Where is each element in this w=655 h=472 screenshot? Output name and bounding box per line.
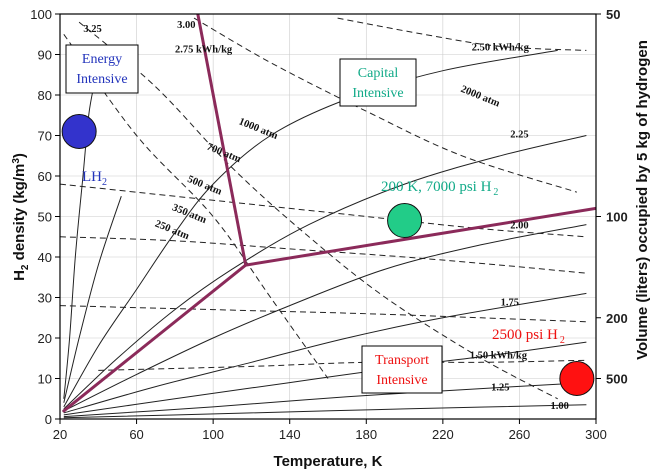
isobar-label-4: 500 atm (186, 174, 224, 198)
energy-contour-3 (193, 17, 578, 193)
isobar-label-5: 350 atm (171, 202, 209, 226)
x-tick-label: 300 (585, 427, 607, 442)
y-tick-label: 90 (38, 48, 52, 63)
isobar-line-8 (63, 382, 587, 418)
y-axis-title: H2 density (kg/m3) (11, 153, 31, 281)
y-axis-ticks: 0 10 20 30 40 50 60 70 80 90 100 (30, 7, 60, 427)
energy-contour-4 (337, 17, 587, 51)
energy-label-9: 1.25 (491, 383, 509, 394)
right-tick-label: 100 (606, 210, 628, 225)
capital-intensive-box: Capital Intensive (339, 58, 417, 107)
capital-intensive-line1: Capital (358, 66, 399, 81)
boundary-line-3 (244, 206, 596, 267)
isobar-line-7 (63, 341, 587, 416)
lh2-label: LH2 (82, 169, 107, 188)
transport-intensive-line1: Transport (375, 353, 429, 368)
x-tick-label: 60 (129, 427, 143, 442)
y-tick-label: 50 (38, 210, 52, 225)
isobar-line-4 (63, 135, 587, 410)
energy-label-6: 2.00 (510, 221, 528, 232)
lh2-marker (61, 113, 97, 149)
transport-intensive-line2: Intensive (376, 373, 427, 388)
y-tick-label: 0 (45, 412, 52, 427)
isobar-line-2 (63, 196, 122, 403)
y-tick-label: 60 (38, 169, 52, 184)
x-tick-label: 140 (279, 427, 301, 442)
low-pressure-marker (559, 361, 595, 396)
energy-label-2: 3.00 (177, 20, 195, 31)
isobar-line-5 (63, 224, 587, 412)
y-tick-label: 80 (38, 88, 52, 103)
x-tick-label: 220 (432, 427, 454, 442)
energy-label-5: 2.25 (510, 130, 528, 141)
energy-contour-2 (78, 21, 558, 400)
isobar-label-1: 2000 atm (459, 84, 501, 110)
isobar-line-9 (63, 404, 587, 419)
x-tick-label: 260 (509, 427, 531, 442)
isobar-label-2: 1000 atm (237, 116, 279, 142)
x-tick-label: 180 (355, 427, 377, 442)
isobar-line-3 (63, 49, 558, 408)
y-tick-label: 100 (30, 7, 52, 22)
energy-label-8: 1.50 kWh/kg (470, 350, 528, 361)
y-tick-label: 30 (38, 291, 52, 306)
markers (61, 113, 595, 396)
energy-intensive-box: Energy Intensive (65, 44, 139, 94)
x-axis-title: Temperature, K (274, 453, 383, 470)
right-tick-label: 50 (606, 7, 620, 22)
right-tick-label: 500 (606, 372, 628, 387)
y-tick-label: 20 (38, 331, 52, 346)
y-tick-label: 40 (38, 250, 52, 265)
boundary-line-1 (196, 14, 248, 267)
y-tick-label: 70 (38, 129, 52, 144)
curves (60, 17, 587, 419)
energy-contour-5 (60, 183, 587, 238)
x-axis-ticks: 20 60 100 140 180 220 260 300 (53, 419, 607, 442)
energy-intensive-line2: Intensive (76, 72, 127, 87)
isobar-line-1 (63, 82, 95, 399)
right-axis-ticks: 50 100 200 500 (596, 7, 628, 387)
grid (59, 13, 597, 420)
region-boundaries (62, 14, 596, 413)
right-tick-label: 200 (606, 311, 628, 326)
boundary-line-2 (62, 263, 248, 413)
right-axis-title: Volume (liters) occupied by 5 kg of hydr… (634, 40, 651, 360)
energy-label-1: 3.25 (83, 24, 101, 35)
isobar-label-6: 250 atm (153, 219, 191, 243)
transport-intensive-box: Transport Intensive (361, 345, 443, 394)
energy-label-7: 1.75 (501, 298, 519, 309)
energy-contour-7 (60, 305, 587, 323)
capital-intensive-line2: Intensive (352, 86, 403, 101)
high-pressure-marker (387, 203, 423, 239)
energy-label-10: 1.00 (550, 401, 568, 412)
x-tick-label: 20 (53, 427, 67, 442)
energy-intensive-line1: Energy (82, 52, 122, 67)
y-tick-label: 10 (38, 372, 52, 387)
energy-label-4: 2.50 kWh/kg (472, 42, 530, 53)
energy-contour-1 (63, 34, 329, 379)
energy-contour-8 (98, 359, 587, 371)
isobar-line-6 (63, 292, 587, 414)
energy-contour-6 (60, 236, 587, 274)
energy-label-3: 2.75 kWh/kg (175, 44, 233, 55)
x-tick-label: 100 (202, 427, 224, 442)
